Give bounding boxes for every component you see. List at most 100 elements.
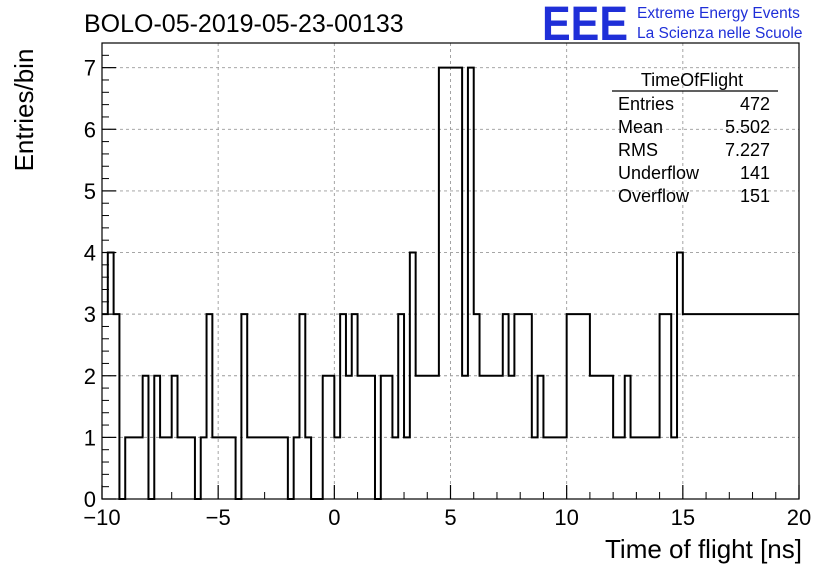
histogram-bin (694, 314, 700, 499)
histogram-bin (706, 314, 712, 499)
histogram-bin (265, 437, 271, 499)
histogram-bin (770, 314, 776, 499)
histogram-bin (282, 437, 288, 499)
histogram-bin (160, 437, 166, 499)
histogram-bin (259, 437, 265, 499)
histogram-bin (410, 253, 416, 499)
histogram-bin (567, 314, 573, 499)
histogram-bin (491, 376, 497, 499)
stats-title: TimeOfFlight (641, 70, 743, 90)
x-tick-label: 20 (787, 505, 811, 530)
histogram-bin (241, 314, 247, 499)
histogram-bin (660, 314, 666, 499)
axis-ticks: −10 −5 0 5 10 15 20 0 1 2 3 4 5 6 7 (83, 54, 811, 530)
histogram-bin (224, 437, 230, 499)
histogram-bin (358, 376, 364, 499)
eee-logo: EEE (542, 0, 628, 51)
histogram-bin (439, 68, 445, 499)
histogram-bin (782, 314, 788, 499)
x-tick-label: 10 (554, 505, 578, 530)
histogram-bin (636, 437, 642, 499)
histogram-bin (689, 314, 695, 499)
histogram-bin (427, 376, 433, 499)
histogram-bin (677, 253, 683, 499)
histogram-bin (125, 437, 131, 499)
histogram-bin (497, 376, 503, 499)
histogram-bin (102, 314, 108, 499)
histogram-bin (509, 376, 515, 499)
histogram-bars (102, 66, 799, 500)
histogram-bin (543, 437, 549, 499)
histogram-bin (596, 376, 602, 499)
histogram-bin (712, 314, 718, 499)
histogram-bin (776, 314, 782, 499)
histogram-bin (602, 376, 608, 499)
histogram-bin (270, 437, 276, 499)
histogram-bin (421, 376, 427, 499)
histogram-bin (131, 437, 137, 499)
stats-box: TimeOfFlight Entries 472 Mean 5.502 RMS 7.227… (612, 70, 778, 206)
y-tick-label: 0 (84, 487, 96, 512)
histogram-bin (166, 437, 172, 499)
stats-label: Overflow (618, 186, 690, 206)
histogram-bin (747, 314, 753, 499)
histogram-bin (619, 437, 625, 499)
histogram-bin (729, 314, 735, 499)
histogram-bin (503, 314, 509, 499)
histogram-bin (549, 437, 555, 499)
chart-title: BOLO-05-2019-05-23-00133 (84, 10, 404, 38)
histogram-bin (671, 437, 677, 499)
y-tick-label: 5 (84, 179, 96, 204)
histogram-bin (723, 314, 729, 499)
x-tick-label: −5 (206, 505, 231, 530)
histogram-bin (178, 437, 184, 499)
histogram-bin (613, 437, 619, 499)
histogram-bin (369, 376, 375, 499)
histogram-bin (392, 437, 398, 499)
y-tick-label: 6 (84, 117, 96, 142)
histogram-bin (572, 314, 578, 499)
histogram-bin (253, 437, 259, 499)
histogram-bin (154, 376, 160, 499)
histogram-bin (276, 437, 282, 499)
histogram-bin (654, 437, 660, 499)
histogram-bin (642, 437, 648, 499)
x-tick-label: 0 (328, 505, 340, 530)
histogram-bin (363, 376, 369, 499)
histogram-bin (340, 314, 346, 499)
histogram-bin (648, 437, 654, 499)
histogram-bin (433, 376, 439, 499)
histogram-bin (758, 314, 764, 499)
histogram-line (102, 66, 799, 500)
y-tick-label: 3 (84, 302, 96, 327)
histogram-bin (787, 314, 793, 499)
histogram-bin (474, 314, 480, 499)
histogram-bin (665, 314, 671, 499)
histogram-bin (346, 376, 352, 499)
stats-value: 141 (740, 163, 770, 183)
stats-label: RMS (618, 140, 658, 160)
histogram-bin (561, 437, 567, 499)
histogram-bin (207, 314, 213, 499)
histogram-bin (485, 376, 491, 499)
x-tick-label: 5 (444, 505, 456, 530)
histogram-bin (143, 376, 149, 499)
y-axis-label: Entries/bin (9, 49, 39, 172)
histogram-bin (201, 437, 207, 499)
histogram-bin (584, 314, 590, 499)
histogram-bin (387, 376, 393, 499)
stats-value: 151 (740, 186, 770, 206)
histogram-bin (741, 314, 747, 499)
histogram-bin (114, 314, 120, 499)
histogram-bin (631, 437, 637, 499)
histogram-bin (294, 437, 300, 499)
histogram-bin (607, 376, 613, 499)
histogram-bin (137, 437, 143, 499)
histogram-bin (398, 314, 404, 499)
histogram-bin (468, 68, 474, 499)
histogram-bin (247, 437, 253, 499)
histogram-bin (538, 376, 544, 499)
histogram-bin (404, 437, 410, 499)
stats-value: 5.502 (725, 117, 770, 137)
histogram-bin (189, 437, 195, 499)
